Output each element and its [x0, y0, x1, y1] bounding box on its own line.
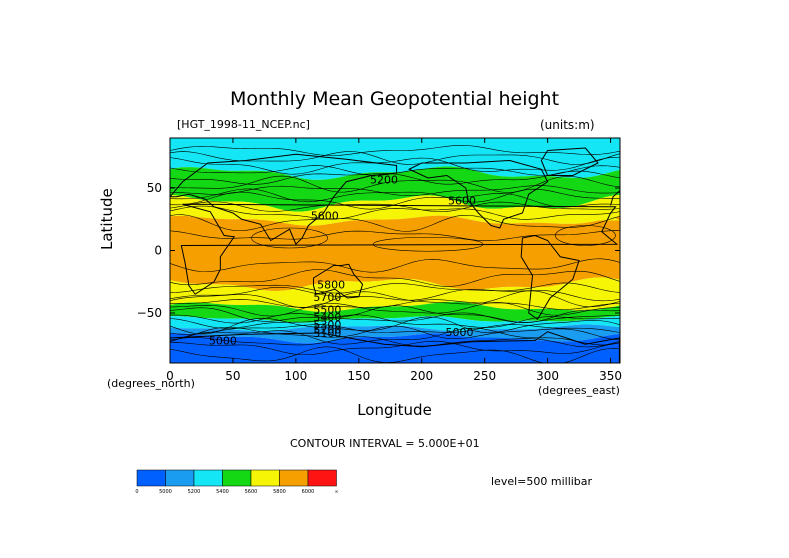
contour-line — [170, 230, 620, 242]
coastline — [408, 159, 549, 229]
contour-line — [170, 314, 620, 329]
x-tick-label: 300 — [536, 369, 559, 383]
colorbar-swatch — [222, 469, 252, 487]
y-tick-label: −50 — [137, 306, 162, 320]
contour-line — [170, 282, 620, 294]
coastline — [610, 190, 620, 206]
contour-value-label: 5000 — [446, 326, 474, 339]
colorbar-swatch — [193, 469, 223, 487]
contour-line — [170, 299, 620, 310]
contour-line — [170, 302, 620, 317]
contour-line — [170, 325, 620, 341]
contour-line — [170, 175, 620, 193]
contour-line — [170, 287, 620, 302]
contour-value-label: 5500 — [313, 303, 341, 316]
x-tick-label: 0 — [166, 369, 174, 383]
contour-value-label: 5700 — [313, 291, 341, 304]
contour-value-label: 5400 — [313, 311, 341, 324]
y-axis-units: (degrees_north) — [107, 377, 195, 390]
contour-value-label: 5800 — [317, 278, 345, 291]
contour-value-label: 5600 — [448, 195, 476, 208]
y-tick-label: 0 — [154, 244, 162, 258]
contour-line — [555, 225, 616, 246]
contour-line — [170, 305, 620, 323]
y-axis-label: Latitude — [98, 188, 116, 250]
x-tick-label: 150 — [347, 369, 370, 383]
coastlines — [170, 147, 620, 363]
contour-labels: 5200560056005800570055005400530052005100… — [209, 173, 476, 347]
coastline — [540, 147, 599, 176]
colorbar-swatch — [250, 469, 280, 487]
contour-value-label: 5600 — [311, 210, 339, 223]
contour-line — [170, 205, 620, 220]
value-band — [170, 215, 620, 292]
x-axis-units: (degrees_east) — [538, 384, 620, 397]
contour-line — [170, 290, 620, 308]
level-label: level=500 millibar — [491, 475, 593, 488]
colorbar-swatch — [279, 469, 309, 487]
coastline — [170, 331, 620, 363]
coastline — [170, 153, 398, 246]
colorbar-label: 5000 — [159, 489, 172, 495]
source-file-label: [HGT_1998-11_NCEP.nc] — [177, 118, 310, 131]
value-band — [170, 138, 620, 180]
value-band — [170, 333, 620, 363]
contour-value-label: 5100 — [313, 327, 341, 340]
contour-value-label: 5300 — [313, 318, 341, 331]
colorbar-label: 6000 — [302, 489, 315, 495]
value-band — [170, 166, 620, 212]
contour-value-label: 5200 — [313, 323, 341, 336]
contour-line — [170, 327, 620, 346]
units-label: (units:m) — [540, 118, 595, 132]
x-tick-label: 200 — [410, 369, 433, 383]
contour-line — [170, 145, 620, 156]
contour-line — [170, 258, 620, 273]
colorbar-label: 5800 — [273, 489, 286, 495]
contour-line — [170, 340, 620, 356]
colorbar-swatch — [165, 469, 195, 487]
contour-line — [170, 185, 620, 196]
contour-interval-label: CONTOUR INTERVAL = 5.000E+01 — [290, 437, 480, 450]
x-axis-label: Longitude — [357, 401, 432, 419]
axes: 0 50 100 150 200 250 300 350 50 0 −50 — [137, 138, 622, 383]
contour-line — [170, 312, 620, 324]
contour-line — [170, 191, 620, 210]
contour-value-label: 5200 — [370, 173, 398, 186]
colorbar-swatch — [136, 469, 166, 487]
colorbar-label: ∞ — [334, 489, 338, 495]
y-tick-label: 50 — [147, 181, 162, 195]
colorbar-label: 0 — [135, 489, 138, 495]
colorbar-label: 5600 — [245, 489, 258, 495]
contour-value-label: 5000 — [209, 335, 237, 348]
contour-line — [251, 227, 328, 249]
value-band — [535, 213, 620, 221]
colorbar-swatch — [307, 469, 337, 487]
colorbar-label: 5200 — [188, 489, 201, 495]
chart-title: Monthly Mean Geopotential height — [229, 88, 560, 110]
x-tick-label: 100 — [284, 369, 307, 383]
colorbar: 0 5000 5200 5400 5600 5800 6000 ∞ — [135, 469, 339, 495]
contour-line — [170, 214, 620, 232]
contour-line — [170, 346, 620, 363]
contour-line — [170, 188, 620, 203]
coastline — [180, 203, 619, 295]
x-tick-label: 350 — [599, 369, 622, 383]
coastline — [312, 263, 364, 299]
contour-line — [170, 269, 620, 287]
colorbar-label: 5400 — [216, 489, 229, 495]
value-band — [170, 301, 620, 323]
coastline — [520, 234, 580, 320]
contour-line — [170, 316, 620, 335]
x-tick-label: 50 — [225, 369, 240, 383]
contour-line — [170, 336, 620, 348]
x-tick-label: 250 — [473, 369, 496, 383]
contour-line — [170, 324, 620, 335]
